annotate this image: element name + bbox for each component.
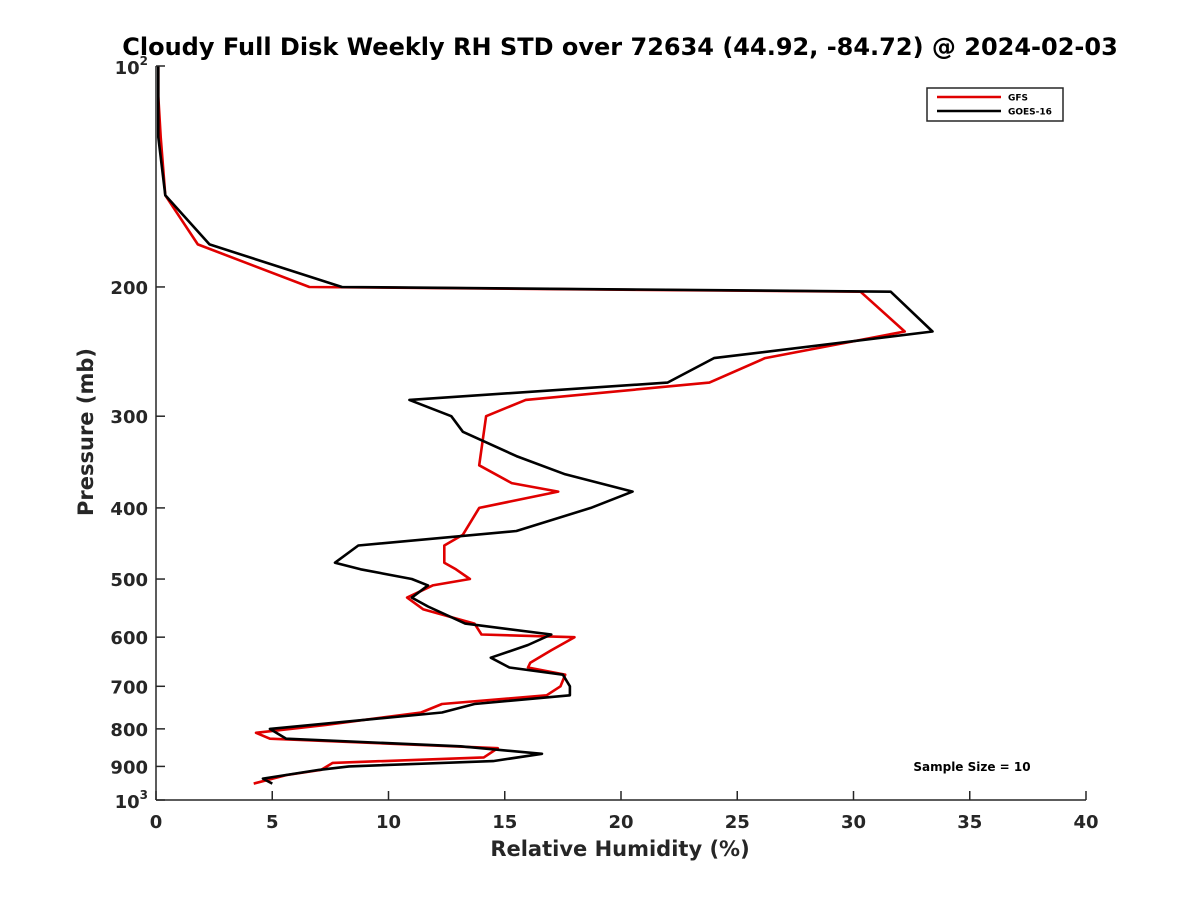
y-tick-label-exponent: 2	[140, 54, 148, 68]
x-tick-label: 0	[150, 812, 163, 833]
legend-label: GFS	[1008, 94, 1028, 104]
x-tick-label: 15	[492, 812, 517, 833]
y-tick-label: 400	[110, 499, 148, 520]
x-tick-label: 30	[841, 812, 866, 833]
y-tick-label: 600	[110, 628, 148, 649]
y-tick-label-power: 102	[115, 54, 148, 79]
sample-size-annotation: Sample Size = 10	[913, 760, 1030, 774]
y-tick-label: 500	[110, 570, 148, 591]
y-tick-label: 200	[110, 278, 148, 299]
y-tick-label-base: 10	[115, 792, 140, 813]
x-tick-label: 20	[608, 812, 633, 833]
x-tick-label: 35	[957, 812, 982, 833]
y-axis-label: Pressure (mb)	[74, 348, 98, 516]
legend: GFS GOES-16	[926, 87, 1064, 122]
x-tick-label: 25	[725, 812, 750, 833]
series-layer	[157, 66, 934, 785]
y-tick-label-base: 10	[115, 58, 140, 79]
y-tick-label: 700	[110, 677, 148, 698]
x-tick-label: 10	[376, 812, 401, 833]
series-line-gfs	[157, 66, 907, 785]
y-tick-label: 800	[110, 720, 148, 741]
chart-title: Cloudy Full Disk Weekly RH STD over 7263…	[122, 33, 1118, 61]
x-axis-label: Relative Humidity (%)	[490, 837, 749, 861]
axes-layer: 0 5 10 15 20 25 30 35 40 200 300 400 500 600 700 800 900…	[110, 54, 1098, 833]
y-tick-label-power: 103	[115, 788, 148, 813]
series-line-goes-16	[157, 66, 934, 785]
y-tick-label: 900	[110, 757, 148, 778]
legend-label: GOES-16	[1008, 108, 1052, 118]
x-tick-label: 5	[266, 812, 279, 833]
y-tick-label-exponent: 3	[140, 788, 148, 802]
legend-box	[926, 87, 1064, 122]
x-tick-label: 40	[1073, 812, 1098, 833]
y-tick-label: 300	[110, 407, 148, 428]
